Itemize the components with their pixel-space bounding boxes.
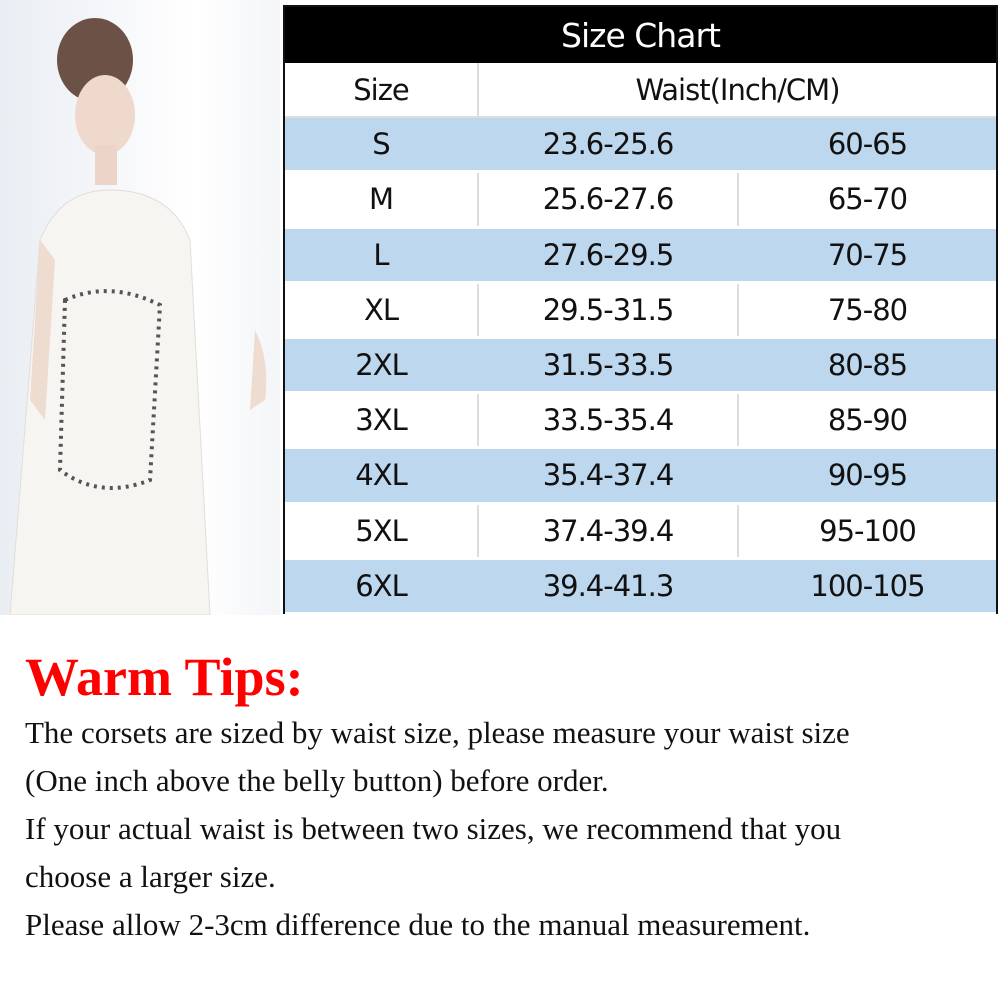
- cell-size: 3XL: [285, 394, 479, 447]
- tip-line: If your actual waist is between two size…: [25, 811, 842, 846]
- cell-waist-inch: 31.5-33.5: [479, 338, 739, 392]
- table-header-row: Size Waist(Inch/CM): [285, 63, 996, 119]
- cell-waist-cm: 80-85: [827, 348, 908, 383]
- cell-waist-inch: 29.5-31.5: [479, 283, 739, 336]
- table-row: 6XL 39.4-41.3 100-105: [285, 559, 996, 615]
- cell-size: 5XL: [285, 504, 479, 557]
- cell-size: 6XL: [285, 559, 479, 612]
- cell-waist-inch: 25.6-27.6: [479, 173, 739, 226]
- cell-size: 4XL: [285, 449, 479, 502]
- table-row: M 25.6-27.6 65-70: [285, 173, 996, 229]
- cell-size: M: [285, 173, 479, 226]
- cell-waist-cm: 75-80: [827, 292, 908, 327]
- table-row: XL 29.5-31.5 75-80: [285, 283, 996, 339]
- table-row: 4XL 35.4-37.4 90-95: [285, 449, 996, 505]
- cell-waist-cm: 90-95: [827, 458, 908, 493]
- size-chart-title: Size Chart: [285, 7, 996, 63]
- cell-size: S: [285, 118, 479, 171]
- cell-waist-cm: 100-105: [810, 568, 925, 603]
- table-row: L 27.6-29.5 70-75: [285, 228, 996, 284]
- tip-line: Please allow 2-3cm difference due to the…: [25, 907, 811, 942]
- table-row: 2XL 31.5-33.5 80-85: [285, 338, 996, 395]
- tip-line: choose a larger size.: [25, 859, 276, 894]
- table-row: S 23.6-25.6 60-65: [285, 118, 996, 174]
- cell-waist-inch: 33.5-35.4: [479, 394, 739, 447]
- size-chart-table: Size Chart Size Waist(Inch/CM) S 23.6-25.…: [283, 5, 998, 615]
- cell-waist-cm: 70-75: [827, 237, 908, 272]
- header-size: Size: [285, 63, 479, 117]
- header-waist: Waist(Inch/CM): [635, 72, 840, 107]
- warm-tips-heading: Warm Tips:: [25, 647, 304, 707]
- cell-waist-inch: 23.6-25.6: [479, 118, 739, 171]
- model-in-white-corset-dress-image: [9, 18, 267, 615]
- tip-line: The corsets are sized by waist size, ple…: [25, 715, 850, 750]
- model-photo: [0, 0, 280, 615]
- cell-waist-inch: 35.4-37.4: [479, 449, 739, 502]
- cell-size: XL: [285, 283, 479, 336]
- cell-waist-cm: 85-90: [827, 403, 908, 438]
- tip-line: (One inch above the belly button) before…: [25, 763, 609, 798]
- table-row: 5XL 37.4-39.4 95-100: [285, 504, 996, 560]
- cell-waist-inch: 39.4-41.3: [479, 559, 739, 612]
- cell-size: 2XL: [285, 338, 479, 392]
- cell-waist-inch: 37.4-39.4: [479, 504, 739, 557]
- warm-tips: Warm Tips: The corsets are sized by wais…: [25, 645, 995, 949]
- table-row: 3XL 33.5-35.4 85-90: [285, 394, 996, 450]
- cell-waist-inch: 27.6-29.5: [479, 228, 739, 281]
- cell-size: L: [285, 228, 479, 281]
- cell-waist-cm: 65-70: [827, 182, 908, 217]
- cell-waist-cm: 95-100: [819, 513, 917, 548]
- cell-waist-cm: 60-65: [827, 127, 908, 162]
